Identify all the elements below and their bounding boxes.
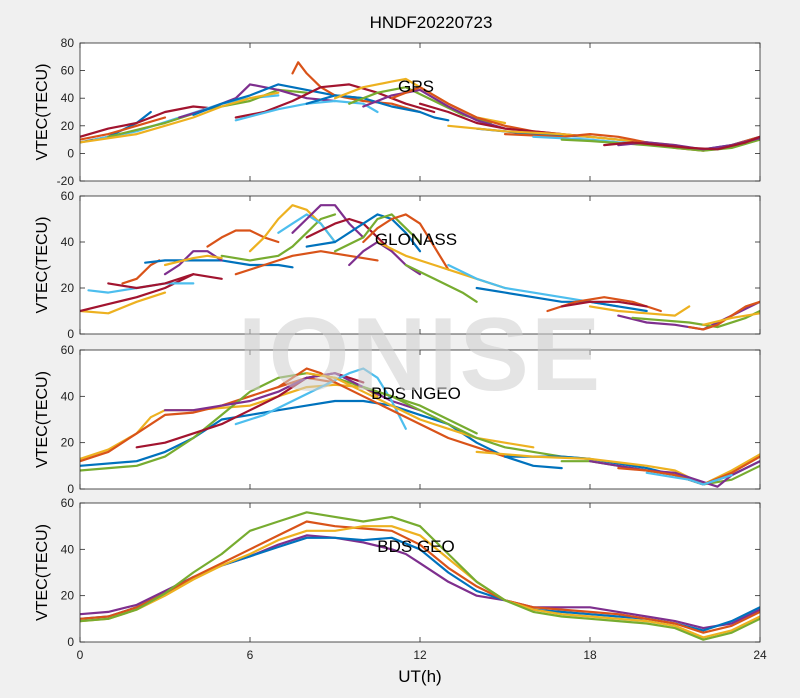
series-line-10 — [220, 213, 337, 262]
panel-2: 0 20 40 60 VTEC(TECU) GLONASS — [34, 189, 761, 341]
y-tick-label: 0 — [67, 635, 74, 649]
series-line-24 — [603, 135, 760, 151]
y-tick-label: 80 — [61, 36, 75, 50]
series-line-23 — [475, 286, 648, 313]
y-tick-label: 20 — [61, 119, 75, 133]
series-line-21 — [404, 263, 478, 303]
panel-4: 0 6 12 18 24 0 20 40 60 VTEC(TECU) BDS GEO — [34, 496, 767, 662]
y-tick-label: 60 — [61, 496, 75, 510]
constellation-label: GLONASS — [375, 230, 457, 249]
series-line-3 — [80, 105, 209, 138]
y-tick-label: 40 — [61, 542, 75, 556]
series-line-5 — [80, 511, 760, 641]
series-line-18 — [362, 213, 450, 271]
series-line-15 — [234, 250, 379, 276]
series-line-22 — [560, 138, 760, 152]
y-tick-label: -20 — [57, 174, 75, 188]
series-line-17 — [333, 213, 422, 253]
series-line-9 — [206, 229, 280, 248]
series-line-7 — [234, 367, 407, 430]
series-line-4 — [80, 525, 760, 639]
series-line-2 — [80, 376, 337, 463]
x-tick-label: 12 — [413, 648, 427, 662]
y-axis-label: VTEC(TECU) — [34, 524, 51, 621]
y-tick-label: 20 — [61, 436, 75, 450]
x-tick-label: 6 — [247, 648, 254, 662]
x-tick-label: 24 — [753, 648, 767, 662]
series-line-4 — [80, 372, 478, 472]
panel-1: -20 0 20 40 60 80 VTEC(TECU) GPS — [34, 36, 761, 188]
series-line-12 — [305, 94, 450, 122]
y-tick-label: 20 — [61, 281, 75, 295]
series-line-16 — [305, 213, 422, 253]
y-tick-label: 40 — [61, 235, 75, 249]
y-axis-label: VTEC(TECU) — [34, 371, 51, 468]
y-tick-label: 0 — [67, 146, 74, 160]
series-line-4 — [121, 259, 161, 285]
series-line-26 — [588, 305, 691, 317]
series-line-30 — [702, 312, 760, 326]
series-line-10 — [234, 83, 436, 119]
series-group — [80, 367, 760, 488]
series-line-10 — [362, 386, 592, 460]
series-line-15 — [362, 88, 507, 130]
series-line-6 — [163, 372, 422, 412]
series-line-2 — [80, 116, 167, 141]
panel-3: 0 20 40 60 VTEC(TECU) BDS NGEO — [34, 343, 761, 496]
series-line-16 — [645, 471, 733, 486]
series-line-9 — [305, 372, 535, 449]
series-line-8 — [163, 254, 223, 267]
y-tick-label: 60 — [61, 343, 75, 357]
y-tick-label: 20 — [61, 589, 75, 603]
y-axis-label: VTEC(TECU) — [34, 64, 51, 161]
y-tick-label: 0 — [67, 482, 74, 496]
constellation-label: BDS NGEO — [371, 384, 461, 403]
series-line-6 — [80, 91, 280, 144]
series-line-3 — [80, 520, 760, 634]
series-line-13 — [291, 204, 365, 239]
series-line-5 — [107, 273, 223, 290]
y-tick-label: 40 — [61, 389, 75, 403]
watermark: IONISE — [238, 297, 603, 413]
x-tick-label: 0 — [77, 648, 84, 662]
y-tick-label: 40 — [61, 91, 75, 105]
series-line-25 — [560, 300, 648, 308]
series-group — [80, 61, 760, 152]
series-line-9 — [291, 61, 422, 114]
y-tick-label: 60 — [61, 189, 75, 203]
figure-title: HNDF20220723 — [370, 13, 493, 32]
series-line-3 — [80, 399, 563, 470]
x-axis-label: UT(h) — [398, 667, 441, 686]
series-line-12 — [277, 213, 337, 244]
y-tick-label: 60 — [61, 64, 75, 78]
series-group — [80, 511, 760, 641]
constellation-label: BDS GEO — [377, 537, 454, 556]
y-tick-label: 0 — [67, 327, 74, 341]
series-line-14 — [588, 460, 760, 488]
series-line-7 — [163, 250, 223, 276]
series-line-8 — [277, 367, 507, 458]
series-group — [80, 204, 760, 331]
x-tick-label: 18 — [583, 648, 597, 662]
constellation-label: GPS — [398, 77, 434, 96]
series-line-12 — [475, 450, 760, 486]
series-line-1 — [80, 291, 167, 315]
y-axis-label: VTEC(TECU) — [34, 217, 51, 314]
